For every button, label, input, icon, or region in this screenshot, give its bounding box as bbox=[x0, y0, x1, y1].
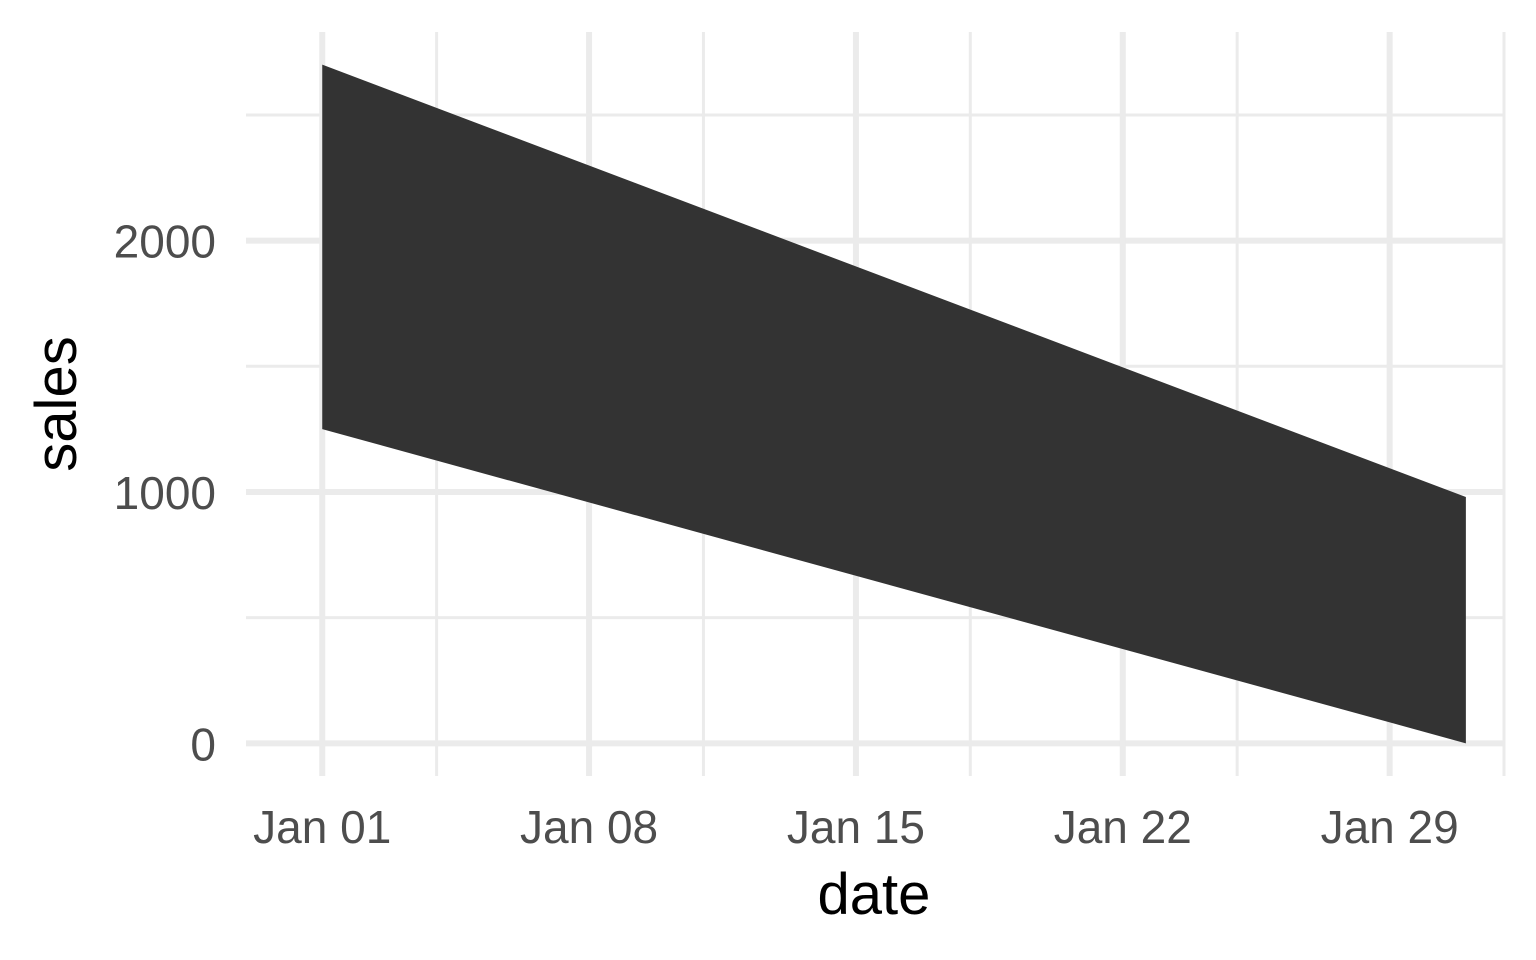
x-tick-label: Jan 22 bbox=[1054, 801, 1192, 853]
series-layer bbox=[322, 64, 1466, 744]
y-tick-label: 1000 bbox=[114, 467, 216, 519]
y-tick-label: 2000 bbox=[114, 216, 216, 268]
x-axis-title: date bbox=[818, 862, 931, 927]
x-tick-label: Jan 29 bbox=[1321, 801, 1459, 853]
x-tick-label: Jan 15 bbox=[787, 801, 925, 853]
y-axis-title: sales bbox=[24, 336, 89, 471]
ribbon-area bbox=[322, 64, 1466, 744]
y-tick-label: 0 bbox=[190, 718, 216, 770]
x-tick-label: Jan 08 bbox=[520, 801, 658, 853]
tick-layer: Jan 01 Jan 08 Jan 15 Jan 22 Jan 29 0 1000 2000 bbox=[114, 216, 1459, 853]
x-tick-label: Jan 01 bbox=[253, 801, 391, 853]
